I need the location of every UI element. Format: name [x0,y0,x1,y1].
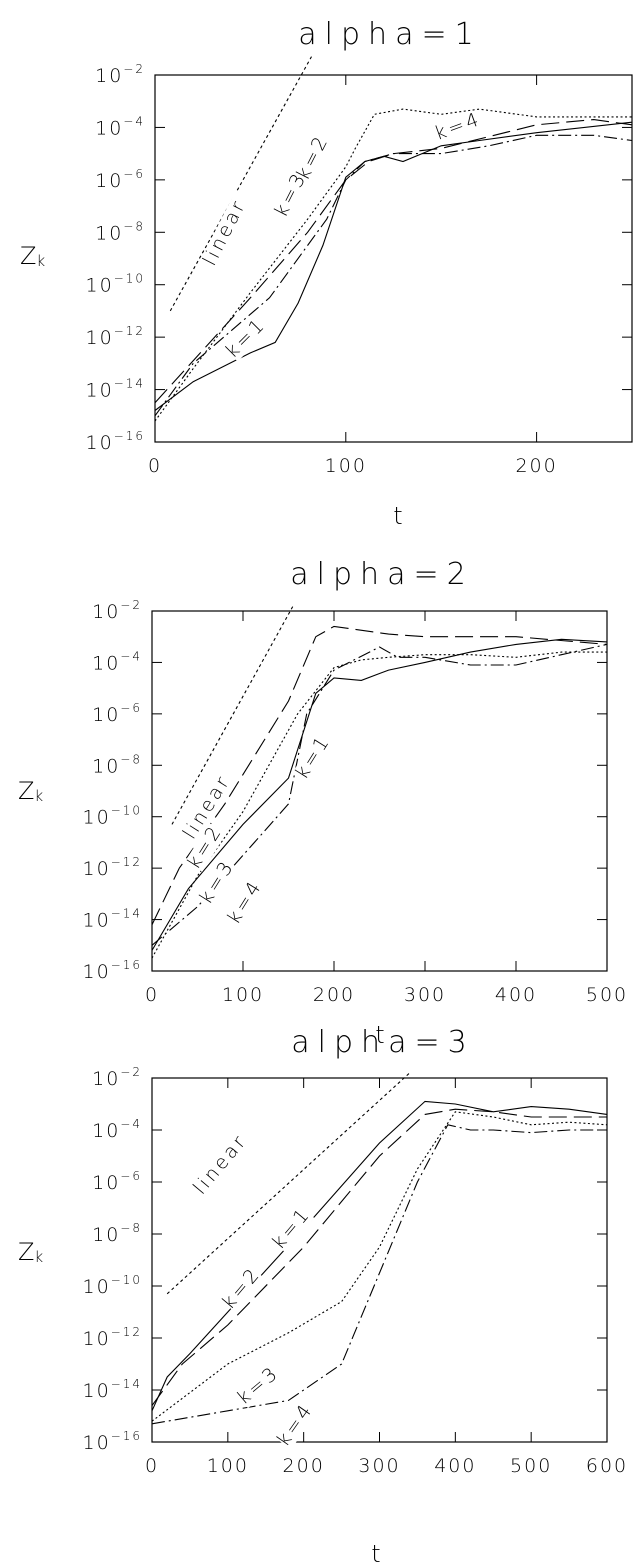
y-tick-label: 10−8 [92,752,142,777]
x-tick-label: 300 [358,1455,400,1477]
curve-label-mask [197,190,254,275]
curve-label-text: k=4 [223,876,267,928]
series-line-k-4 [154,134,633,417]
series-line-k-3 [151,1111,608,1422]
x-tick-label: 200 [313,984,355,1006]
curve-label-k-4: k=4 [223,876,267,928]
series-line-k-1 [151,1100,608,1412]
x-tick-label: 0 [145,1455,159,1477]
x-tick-label: 500 [510,1455,552,1477]
curve-label-text: linear [189,1130,252,1199]
y-tick-label: 10−2 [92,598,142,623]
series-line-k-2 [151,1108,607,1406]
curve-label-k-2: k=2 [292,131,333,184]
curve-label-text: k=2 [292,131,333,184]
x-tick-label: 0 [148,455,162,477]
series-line-k-4 [151,1124,607,1425]
curve-label-mask [272,170,311,220]
curve-label-text: k=1 [291,731,335,783]
y-tick-label: 10−4 [92,649,142,674]
y-tick-label: 10−8 [95,219,145,244]
curve-label-mask [270,1205,315,1253]
x-tick-label: 500 [586,984,628,1006]
y-tick-label: 10−2 [92,1065,142,1090]
y-tick-label: 10−14 [82,1377,142,1402]
y-tick-label: 10−10 [82,804,142,829]
curve-label-mask [225,877,267,927]
series-line-linear [166,1072,411,1295]
x-tick-label: 100 [207,1455,249,1477]
x-axis-label: t [375,1021,384,1049]
y-tick-label: 10−2 [95,62,145,87]
curve-label-text: linear [199,195,251,269]
curve-label-text: k=2 [218,1263,266,1314]
x-tick-label: 200 [515,455,557,477]
series-line-k-1 [154,121,633,411]
curve-label-text: k=4 [272,1399,318,1451]
series-line-linear [169,56,312,312]
y-tick-label: 10−16 [82,958,142,983]
curve-label-mask [293,732,335,782]
y-tick-label: 10−10 [82,1273,142,1298]
x-tick-label: 100 [325,455,367,477]
plot-frame [151,610,608,972]
series-line-k-1 [151,638,608,951]
curve-label-linear: linear [197,190,254,275]
curve-label-mask [185,822,227,872]
curve-label-k-1: k=1 [291,731,335,783]
curve-label-k-1: k=1 [268,1203,316,1254]
chart-title: alpha=1 [298,17,481,52]
y-tick-label: 10−10 [85,272,145,297]
x-tick-label: 400 [495,984,537,1006]
curve-label-linear: linear [186,1126,256,1204]
y-tick-label: 10−4 [92,1117,142,1142]
curve-label-k-2: k=2 [218,1263,266,1314]
curve-label-mask [433,110,483,145]
y-tick-label: 10−4 [95,114,145,139]
x-tick-label: 200 [283,1455,325,1477]
y-tick-label: 10−6 [95,167,145,192]
curve-label-mask [235,1364,283,1409]
x-tick-label: 300 [404,984,446,1006]
y-tick-label: 10−8 [92,1221,142,1246]
y-tick-label: 10−14 [85,377,145,402]
x-tick-label: 0 [145,984,159,1006]
x-tick-label: 400 [434,1455,476,1477]
y-tick-label: 10−12 [82,855,142,880]
x-axis-label: t [393,502,402,530]
plot-frame [154,74,633,443]
series-line-k-3 [154,108,632,422]
curve-label-mask [294,133,333,183]
chart-title: alpha=3 [291,1025,474,1060]
y-tick-label: 10−16 [85,429,145,454]
curve-label-mask [186,1126,256,1204]
y-axis-label: Zk [18,1238,43,1266]
y-tick-label: 10−12 [82,1325,142,1350]
curve-label-mask [197,857,239,907]
chart-panel-3: alpha=3 10−16 10−14 10−12 10−10 10−8 10−6 10−4 1… [18,1025,628,1567]
y-tick-label: 10−12 [85,324,145,349]
series-line-k-2 [154,119,633,404]
x-axis-label: t [371,1540,380,1567]
chart-panel-2: alpha=2 10−16 10−14 10−12 10−10 10−8 10−6 10−4 1… [18,557,628,1049]
chart-panel-1: alpha=1 10−16 10−14 10−12 10−10 10−8 10−6 10−4 1… [20,17,633,530]
curve-label-mask [274,1400,318,1450]
x-tick-label: 600 [586,1455,628,1477]
curve-label-mask [220,1265,265,1313]
series-line-k-4 [151,643,608,946]
y-axis-label: Zk [18,777,43,805]
y-axis-label: Zk [20,242,45,270]
chart-title: alpha=2 [290,557,473,592]
curve-label-k-4: k=4 [272,1399,318,1451]
curve-label-mask [223,315,270,362]
y-tick-label: 10−6 [92,701,142,726]
y-tick-label: 10−14 [82,907,142,932]
y-tick-label: 10−16 [82,1429,142,1454]
y-tick-label: 10−6 [92,1169,142,1194]
curve-label-text: k=1 [268,1203,316,1254]
x-tick-label: 100 [222,984,264,1006]
curve-label-mask [177,766,239,849]
